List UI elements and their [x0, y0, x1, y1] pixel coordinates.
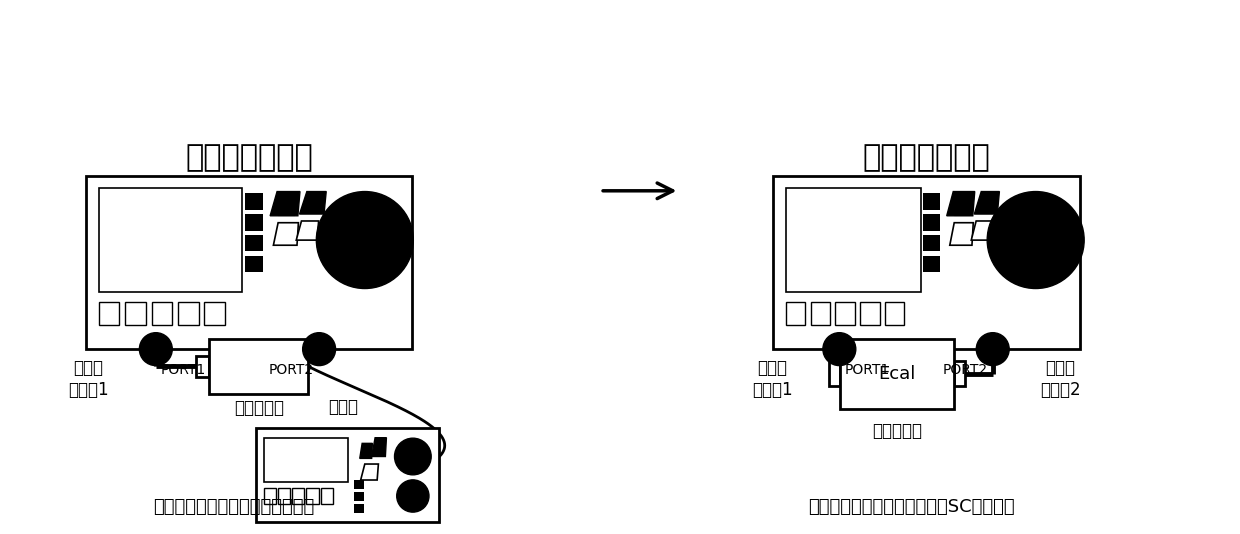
Polygon shape [361, 464, 378, 480]
Bar [151, 302, 172, 325]
Text: PORT1: PORT1 [161, 363, 206, 377]
Bar [264, 489, 275, 504]
Bar [210, 339, 309, 394]
Text: 短电缆1: 短电缆1 [751, 381, 792, 399]
Bar [355, 480, 365, 490]
Text: 矢网网络分析仪: 矢网网络分析仪 [185, 144, 312, 172]
Polygon shape [372, 438, 387, 457]
Polygon shape [975, 192, 999, 214]
Text: 功率传感器: 功率传感器 [234, 398, 284, 417]
Bar [99, 188, 242, 292]
Bar [205, 302, 226, 325]
Bar [321, 489, 332, 504]
Circle shape [139, 333, 172, 366]
Polygon shape [278, 199, 295, 215]
Text: PORT2: PORT2 [942, 363, 988, 377]
Circle shape [397, 480, 429, 512]
Polygon shape [955, 199, 971, 215]
Bar [125, 302, 146, 325]
Bar [355, 492, 365, 501]
Bar [774, 176, 1080, 349]
Bar [244, 256, 263, 272]
Text: 短电缆1: 短电缆1 [68, 381, 109, 399]
Circle shape [303, 333, 336, 366]
Bar [355, 504, 365, 513]
Text: 前段链路校准第二步：双端口SC参数校准: 前段链路校准第二步：双端口SC参数校准 [808, 498, 1016, 516]
Bar [99, 302, 119, 325]
Polygon shape [360, 443, 372, 458]
Bar [244, 235, 263, 252]
Circle shape [394, 438, 432, 475]
Bar [786, 188, 920, 292]
Bar [244, 214, 263, 231]
Polygon shape [971, 221, 992, 240]
Bar [923, 235, 940, 252]
Text: PORT2: PORT2 [269, 363, 314, 377]
Bar [954, 362, 966, 386]
Bar [278, 489, 290, 504]
Text: 电子校准件: 电子校准件 [872, 422, 923, 441]
Circle shape [987, 192, 1084, 288]
Polygon shape [296, 221, 319, 240]
Text: 前段链路校准第一步：源功率校准: 前段链路校准第一步：源功率校准 [154, 498, 315, 516]
Bar [264, 438, 348, 482]
Text: PORT1: PORT1 [844, 363, 889, 377]
Bar [86, 176, 412, 349]
Bar [861, 302, 879, 325]
Bar [923, 214, 940, 231]
Polygon shape [270, 192, 300, 216]
Polygon shape [273, 223, 299, 245]
Bar [293, 489, 304, 504]
Circle shape [316, 192, 413, 288]
Bar [196, 356, 210, 377]
Text: Ecal: Ecal [878, 365, 916, 383]
Bar [836, 302, 854, 325]
Bar [811, 302, 830, 325]
Text: 矢网网络分析仪: 矢网网络分析仪 [863, 144, 991, 172]
Bar [306, 489, 319, 504]
Text: 仪器间: 仪器间 [758, 359, 787, 377]
Bar [786, 302, 805, 325]
Bar [244, 193, 263, 210]
Polygon shape [300, 192, 326, 214]
Bar [923, 193, 940, 210]
Bar [179, 302, 198, 325]
Bar [257, 428, 439, 522]
Polygon shape [950, 223, 973, 245]
Text: 短电缆2: 短电缆2 [1039, 381, 1080, 399]
Circle shape [823, 333, 856, 366]
Circle shape [976, 333, 1009, 366]
Bar [828, 362, 841, 386]
Bar [841, 339, 954, 409]
Bar [885, 302, 904, 325]
Bar [923, 256, 940, 272]
Text: 功率计: 功率计 [327, 398, 358, 417]
Text: 仪器间: 仪器间 [73, 359, 103, 377]
Text: 仪器间: 仪器间 [1045, 359, 1075, 377]
Polygon shape [946, 192, 975, 216]
